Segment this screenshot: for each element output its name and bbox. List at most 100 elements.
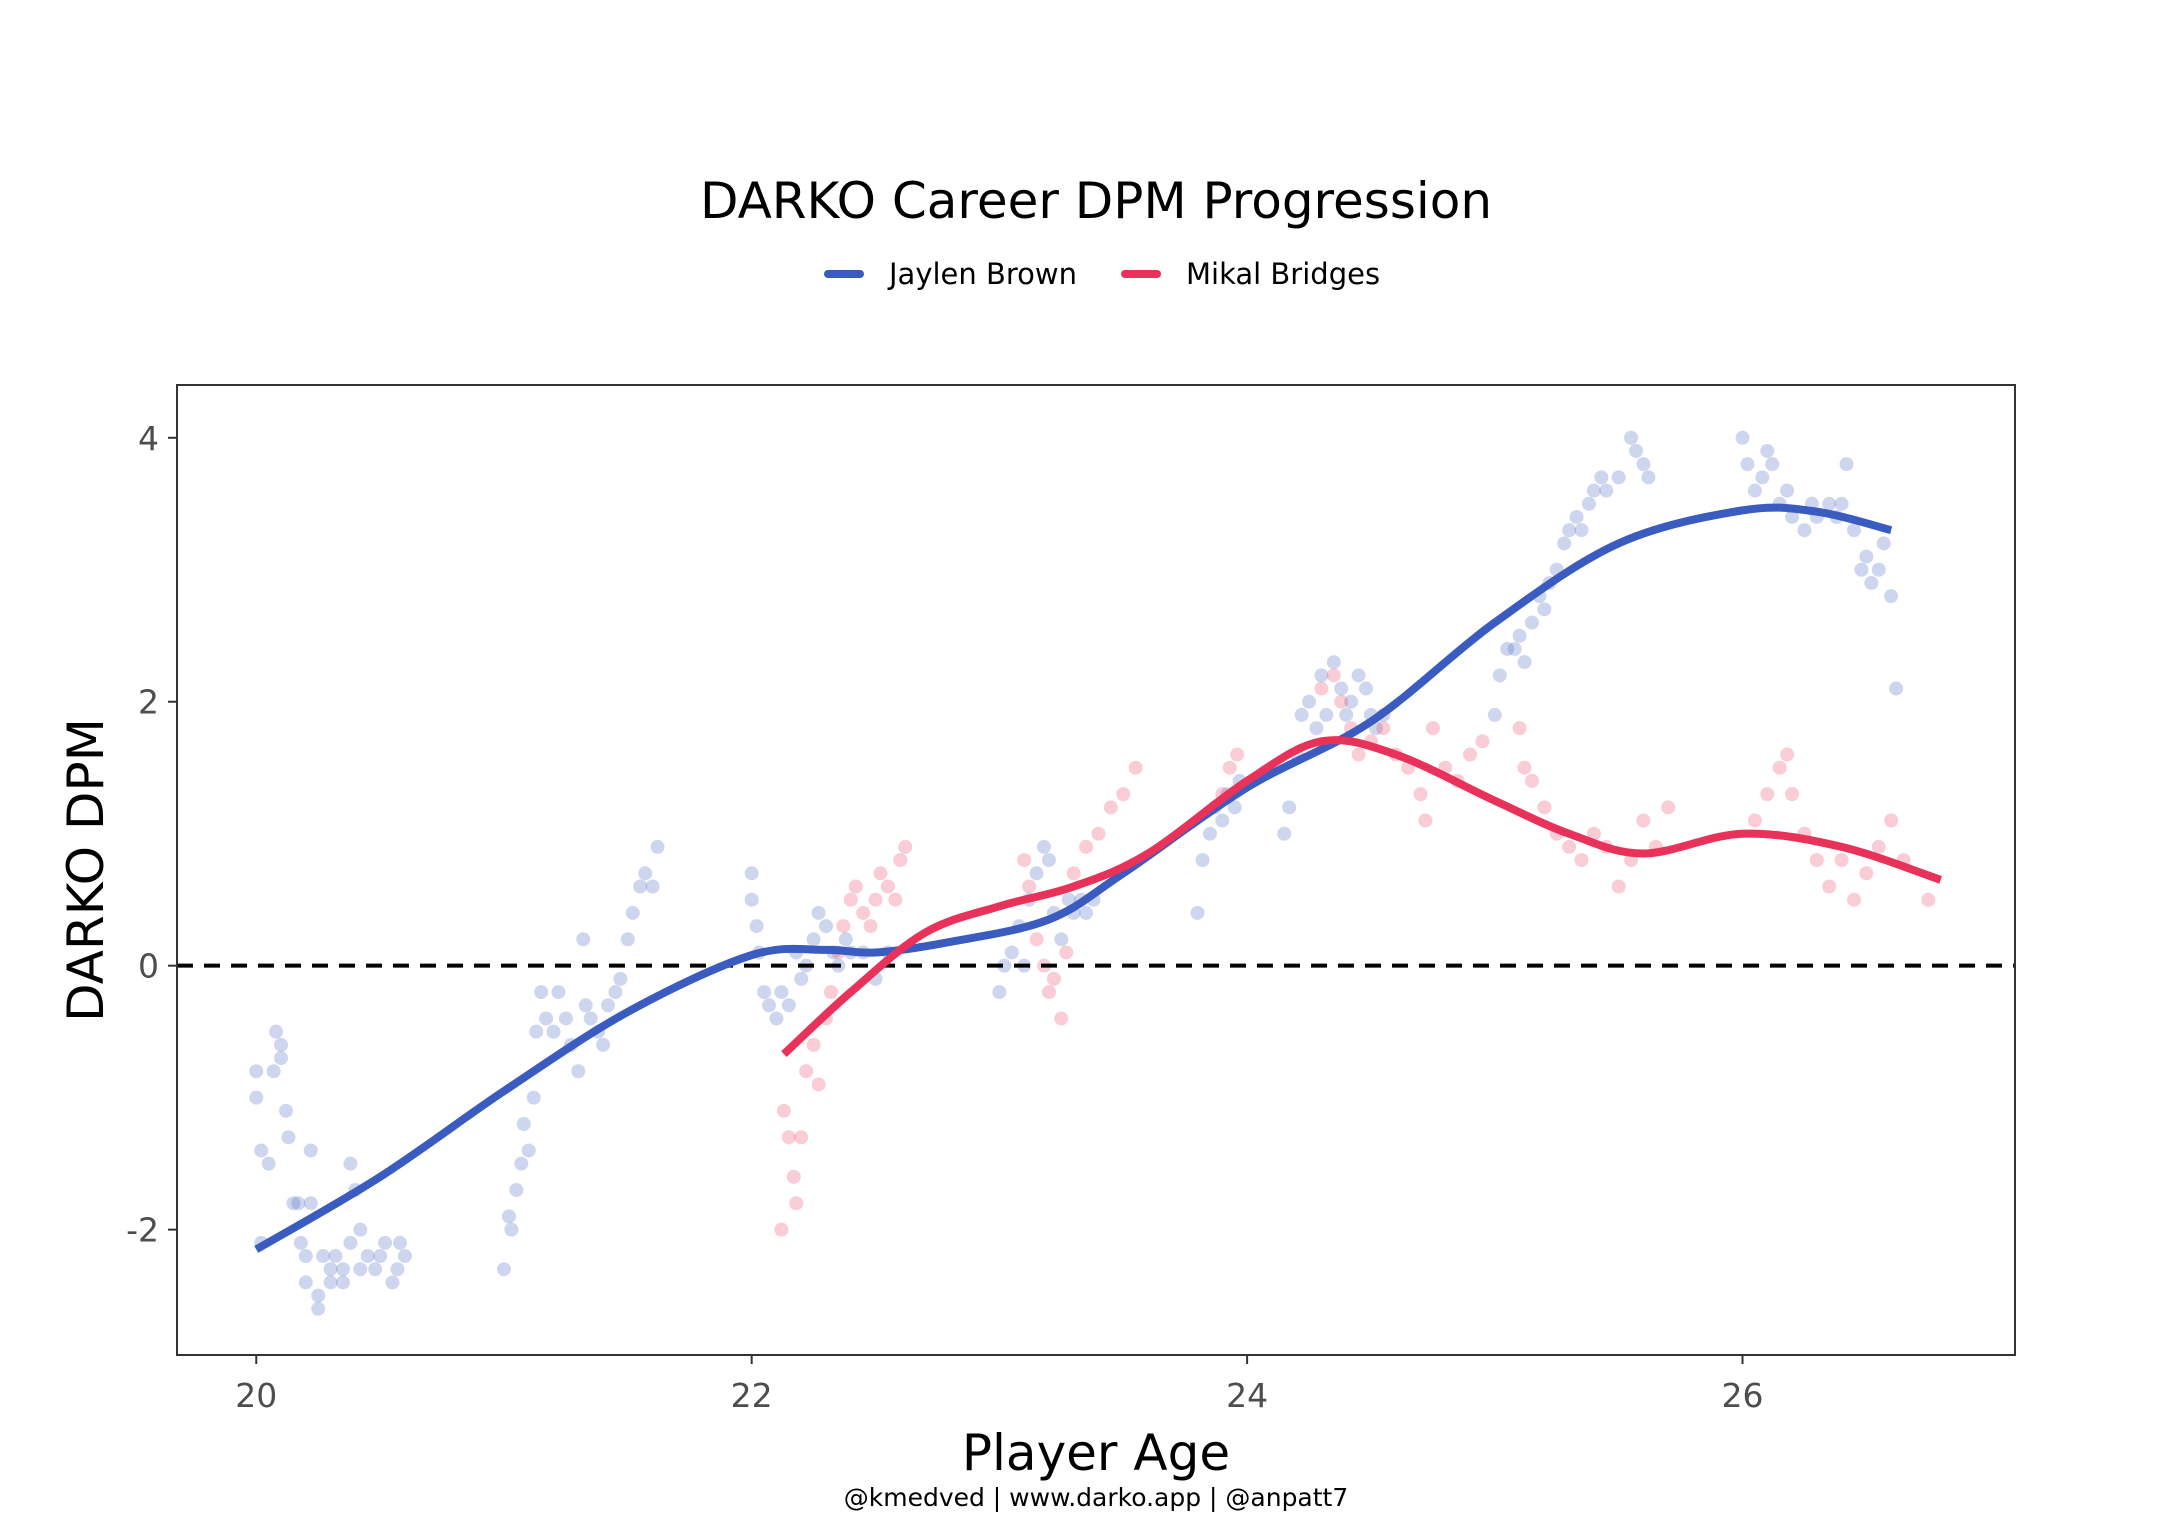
point-jaylen-brown: [1319, 707, 1334, 722]
point-mikal-bridges: [1066, 866, 1081, 881]
point-jaylen-brown: [1227, 800, 1242, 815]
point-mikal-bridges: [1418, 813, 1433, 828]
point-jaylen-brown: [1302, 694, 1317, 709]
point-jaylen-brown: [576, 932, 591, 947]
point-mikal-bridges: [1846, 892, 1861, 907]
point-mikal-bridges: [843, 892, 858, 907]
point-mikal-bridges: [776, 1103, 791, 1118]
y-axis-title: DARKO DPM: [57, 718, 115, 1022]
point-mikal-bridges: [1029, 932, 1044, 947]
x-tick-label: 26: [1722, 1376, 1764, 1415]
point-jaylen-brown: [286, 1196, 301, 1211]
point-mikal-bridges: [848, 879, 863, 894]
point-jaylen-brown: [650, 839, 665, 854]
y-tick-label: 4: [138, 419, 159, 458]
point-jaylen-brown: [1557, 536, 1572, 551]
y-tick-label: 0: [138, 947, 159, 986]
point-jaylen-brown: [1641, 470, 1656, 485]
point-jaylen-brown: [373, 1249, 388, 1264]
point-jaylen-brown: [323, 1262, 338, 1277]
point-mikal-bridges: [1222, 760, 1237, 775]
point-jaylen-brown: [368, 1262, 383, 1277]
point-mikal-bridges: [1636, 813, 1651, 828]
point-jaylen-brown: [501, 1209, 516, 1224]
point-jaylen-brown: [997, 958, 1012, 973]
point-mikal-bridges: [1809, 853, 1824, 868]
point-jaylen-brown: [496, 1262, 511, 1277]
point-jaylen-brown: [390, 1262, 405, 1277]
point-jaylen-brown: [1004, 945, 1019, 960]
point-mikal-bridges: [1413, 787, 1428, 802]
point-jaylen-brown: [1487, 707, 1502, 722]
point-jaylen-brown: [298, 1275, 313, 1290]
point-jaylen-brown: [762, 998, 777, 1013]
point-mikal-bridges: [1425, 721, 1440, 736]
point-jaylen-brown: [1581, 496, 1596, 511]
point-jaylen-brown: [1594, 470, 1609, 485]
point-mikal-bridges: [1079, 839, 1094, 854]
point-jaylen-brown: [546, 1024, 561, 1039]
point-jaylen-brown: [343, 1235, 358, 1250]
point-jaylen-brown: [274, 1051, 289, 1066]
point-jaylen-brown: [811, 905, 826, 920]
point-jaylen-brown: [269, 1024, 284, 1039]
point-jaylen-brown: [1780, 483, 1795, 498]
point-jaylen-brown: [249, 1090, 264, 1105]
point-mikal-bridges: [1780, 747, 1795, 762]
point-mikal-bridges: [811, 1077, 826, 1092]
point-jaylen-brown: [1889, 681, 1904, 696]
point-jaylen-brown: [1041, 853, 1056, 868]
point-mikal-bridges: [1334, 694, 1349, 709]
point-jaylen-brown: [378, 1235, 393, 1250]
point-jaylen-brown: [806, 932, 821, 947]
point-jaylen-brown: [1512, 628, 1527, 643]
point-mikal-bridges: [1376, 721, 1391, 736]
point-jaylen-brown: [625, 905, 640, 920]
y-tick-label: 2: [138, 683, 159, 722]
x-tick-label: 22: [731, 1376, 773, 1415]
point-jaylen-brown: [1309, 721, 1324, 736]
point-jaylen-brown: [571, 1064, 586, 1079]
point-jaylen-brown: [529, 1024, 544, 1039]
point-jaylen-brown: [311, 1288, 326, 1303]
point-jaylen-brown: [335, 1262, 350, 1277]
point-jaylen-brown: [1079, 905, 1094, 920]
point-mikal-bridges: [888, 892, 903, 907]
point-jaylen-brown: [266, 1064, 281, 1079]
point-mikal-bridges: [1611, 879, 1626, 894]
point-mikal-bridges: [898, 839, 913, 854]
point-mikal-bridges: [1116, 787, 1131, 802]
point-jaylen-brown: [328, 1249, 343, 1264]
point-mikal-bridges: [1586, 826, 1601, 841]
point-jaylen-brown: [601, 998, 616, 1013]
point-jaylen-brown: [583, 1011, 598, 1026]
point-jaylen-brown: [249, 1064, 264, 1079]
point-jaylen-brown: [353, 1262, 368, 1277]
point-jaylen-brown: [360, 1249, 375, 1264]
point-jaylen-brown: [1054, 932, 1069, 947]
point-mikal-bridges: [1537, 800, 1552, 815]
point-mikal-bridges: [1512, 721, 1527, 736]
point-jaylen-brown: [1834, 496, 1849, 511]
point-jaylen-brown: [298, 1249, 313, 1264]
point-jaylen-brown: [1282, 800, 1297, 815]
point-jaylen-brown: [293, 1235, 308, 1250]
point-mikal-bridges: [856, 905, 871, 920]
point-mikal-bridges: [1822, 879, 1837, 894]
point-mikal-bridges: [1041, 985, 1056, 1000]
point-jaylen-brown: [633, 879, 648, 894]
point-mikal-bridges: [1884, 813, 1899, 828]
point-jaylen-brown: [1854, 562, 1869, 577]
point-jaylen-brown: [1492, 668, 1507, 683]
point-jaylen-brown: [1586, 483, 1601, 498]
point-mikal-bridges: [880, 879, 895, 894]
point-mikal-bridges: [1747, 813, 1762, 828]
point-mikal-bridges: [1661, 800, 1676, 815]
point-mikal-bridges: [774, 1222, 789, 1237]
point-jaylen-brown: [1735, 430, 1750, 445]
point-jaylen-brown: [1755, 470, 1770, 485]
legend-label-jaylen-brown: Jaylen Brown: [887, 257, 1077, 291]
point-jaylen-brown: [1326, 655, 1341, 670]
point-jaylen-brown: [1524, 615, 1539, 630]
point-jaylen-brown: [794, 971, 809, 986]
